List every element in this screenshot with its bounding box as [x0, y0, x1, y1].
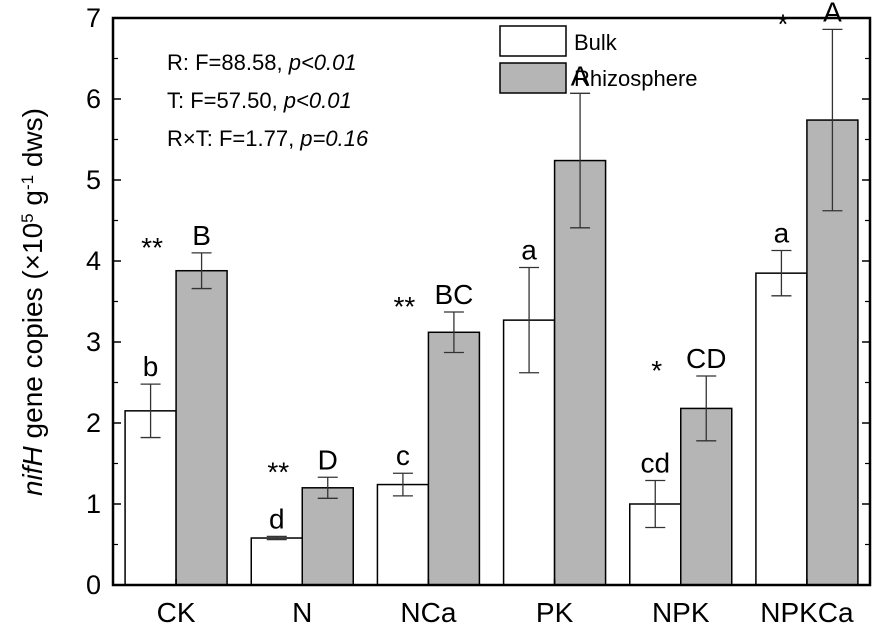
y-tick-label-2: 2 — [86, 408, 101, 438]
stats-line-r: R: F=88.58, p<0.01 — [167, 50, 357, 75]
bar-rhizosphere-pk — [553, 159, 607, 586]
axis-layer: CK N NCa PK NPK NPKCa 0 1 2 3 4 5 6 7 — [86, 3, 870, 628]
significance-letter-0-3: a — [521, 234, 537, 265]
significance-letter-1-4: CD — [686, 343, 726, 374]
legend-swatch-rhizosphere — [499, 62, 567, 94]
significance-letter-0-0: b — [143, 351, 159, 382]
bar-bulk-nca — [376, 483, 430, 586]
legend: Bulk Rhizosphere — [499, 25, 698, 94]
significance-letter-1-5: A — [823, 0, 842, 27]
x-tick-label-ck: CK — [157, 597, 196, 628]
x-tick-label-pk: PK — [536, 597, 574, 628]
legend-label-rhizosphere: Rhizosphere — [574, 66, 698, 91]
x-tick-label-nca: NCa — [400, 597, 456, 628]
significance-letter-0-4: cd — [640, 448, 670, 479]
significance-letter-1-1: D — [318, 444, 338, 475]
bar-rhizosphere-n — [301, 487, 354, 586]
bar-bulk-npkca — [755, 272, 808, 586]
y-tick-label-3: 3 — [86, 327, 101, 357]
significance-letter-0-2: c — [396, 440, 410, 471]
significance-star-0: ** — [141, 232, 163, 263]
significance-star-1: ** — [267, 456, 289, 487]
y-tick-label-0: 0 — [86, 570, 101, 600]
stats-line-t: T: F=57.50, p<0.01 — [167, 88, 352, 113]
x-tick-label-npkca: NPKCa — [760, 597, 854, 628]
stats-box: R: F=88.58, p<0.01 T: F=57.50, p<0.01 R×… — [167, 50, 369, 151]
y-tick-label-5: 5 — [86, 165, 101, 195]
significance-letter-1-0: B — [192, 220, 211, 251]
x-tick-label-n: N — [292, 597, 312, 628]
stats-line-rxt: R×T: F=1.77, p=0.16 — [167, 126, 369, 151]
bar-bulk-ck — [124, 410, 177, 586]
x-tick-label-npk: NPK — [652, 597, 710, 628]
y-tick-label-1: 1 — [86, 489, 101, 519]
y-tick-label-6: 6 — [86, 84, 101, 114]
significance-letter-0-1: d — [269, 503, 285, 534]
significance-star-5: * — [777, 8, 788, 39]
bar-rhizosphere-ck — [175, 269, 228, 586]
significance-star-2: ** — [394, 291, 416, 322]
significance-letter-1-3: A — [571, 60, 590, 91]
bar-rhizosphere-nca — [427, 331, 481, 586]
legend-label-bulk: Bulk — [574, 30, 618, 55]
legend-swatch-bulk — [499, 25, 567, 57]
significance-letter-1-2: BC — [434, 279, 473, 310]
y-tick-label-7: 7 — [86, 3, 101, 33]
bar-bulk-n — [250, 537, 303, 586]
bars-layer — [124, 28, 859, 586]
significance-star-4: * — [651, 355, 662, 386]
y-tick-label-4: 4 — [86, 246, 101, 276]
y-axis-label: nifH gene copies (×105 g-1 dws) — [17, 108, 48, 496]
significance-letter-0-5: a — [774, 217, 790, 248]
